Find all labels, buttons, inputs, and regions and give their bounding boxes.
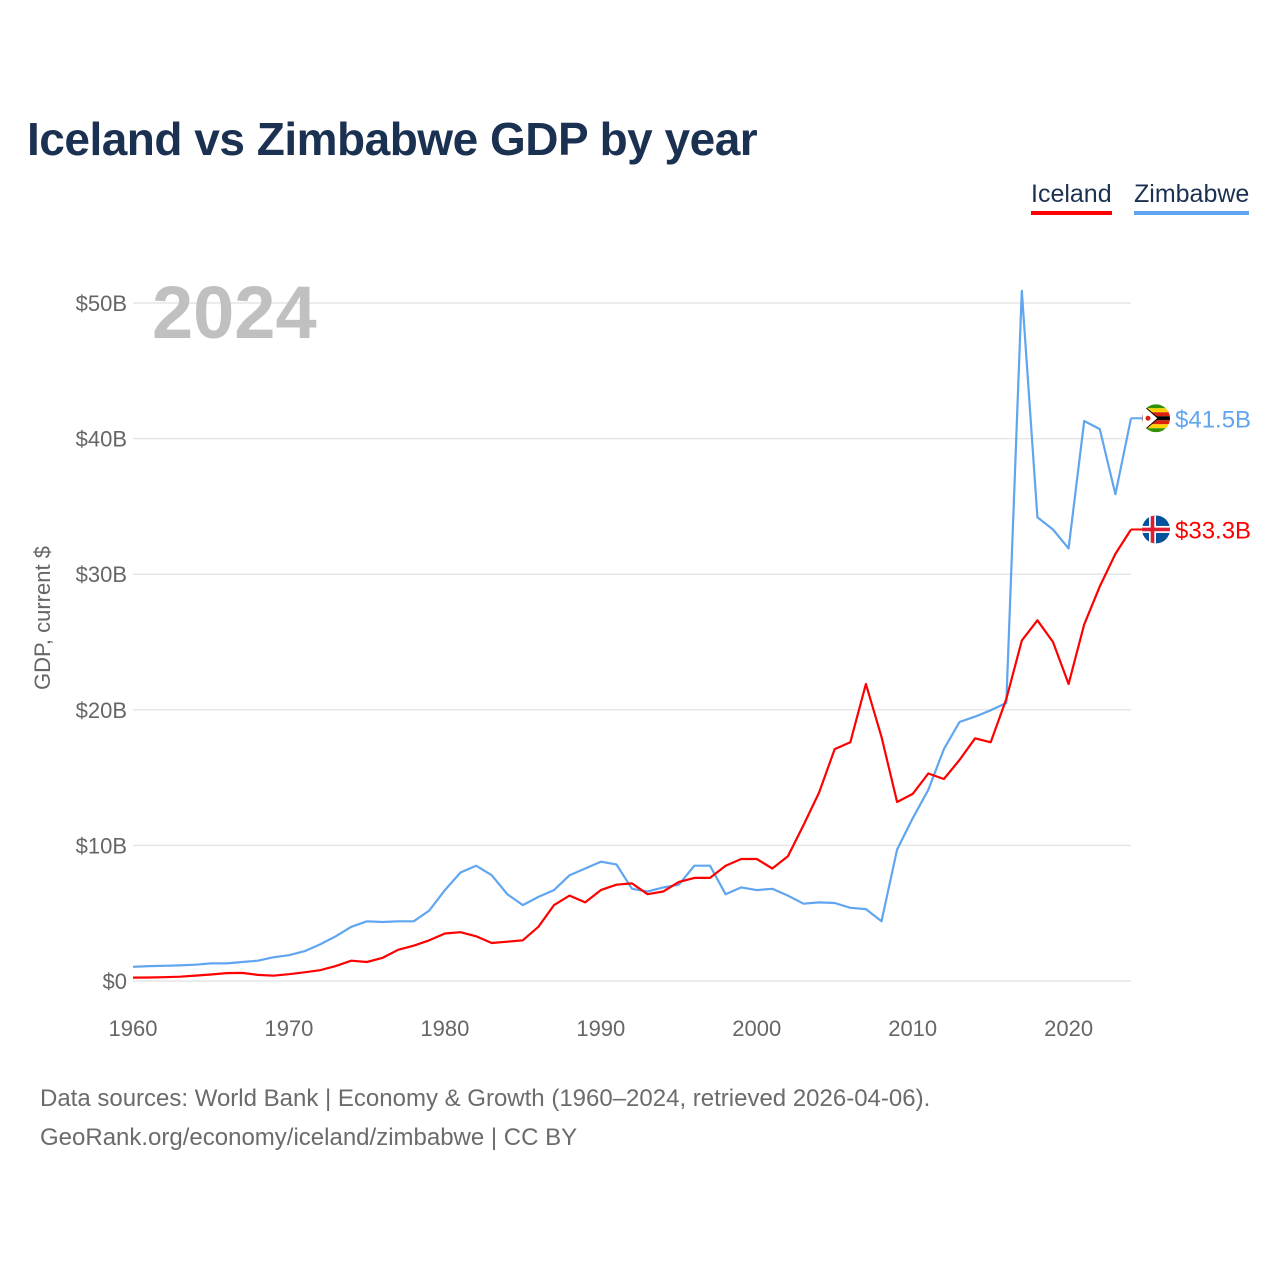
y-tick-label: $30B: [76, 562, 127, 587]
flag-stripe: [1142, 408, 1170, 413]
flag-graphic: [1142, 404, 1170, 433]
x-tick-label: 1990: [576, 1016, 625, 1041]
y-axis-label: GDP, current $: [30, 546, 55, 690]
x-tick-label: 1980: [420, 1016, 469, 1041]
x-tick-label: 1960: [109, 1016, 158, 1041]
y-tick-label: $40B: [76, 427, 127, 452]
series-line-zimbabwe: [132, 289, 1133, 968]
footer-link[interactable]: GeoRank.org/economy/iceland/zimbabwe | C…: [40, 1124, 578, 1151]
flag-star: [1145, 415, 1151, 421]
series-line-iceland: [132, 528, 1132, 979]
flag-stripe: [1142, 412, 1170, 417]
end-value-label: $33.3B: [1175, 517, 1251, 544]
flag-cross: [1142, 527, 1170, 532]
flag-stripe: [1142, 428, 1170, 433]
end-value-label: $41.5B: [1175, 406, 1251, 433]
year-watermark: 2024: [152, 271, 317, 354]
legend-iceland[interactable]: Iceland: [1031, 180, 1112, 215]
zimbabwe-flag-icon: [1142, 404, 1170, 433]
y-tick-label: $20B: [76, 698, 127, 723]
y-tick-label: $0: [103, 969, 127, 994]
legend-zimbabwe[interactable]: Zimbabwe: [1134, 180, 1250, 215]
x-tick-label: 2000: [732, 1016, 781, 1041]
footer-sources: Data sources: World Bank | Economy & Gro…: [40, 1085, 931, 1112]
flag-cross: [1150, 515, 1155, 544]
chart-title: Iceland vs Zimbabwe GDP by year: [27, 113, 758, 165]
flag-stripe: [1142, 420, 1170, 425]
flag-stripe: [1142, 404, 1170, 409]
flag-graphic: [1142, 515, 1170, 544]
x-tick-label: 1970: [264, 1016, 313, 1041]
flag-stripe: [1142, 424, 1170, 429]
y-tick-label: $50B: [76, 291, 127, 316]
x-tick-label: 2020: [1044, 1016, 1093, 1041]
iceland-flag-icon: [1142, 515, 1170, 544]
y-tick-label: $10B: [76, 833, 127, 858]
x-tick-label: 2010: [888, 1016, 937, 1041]
